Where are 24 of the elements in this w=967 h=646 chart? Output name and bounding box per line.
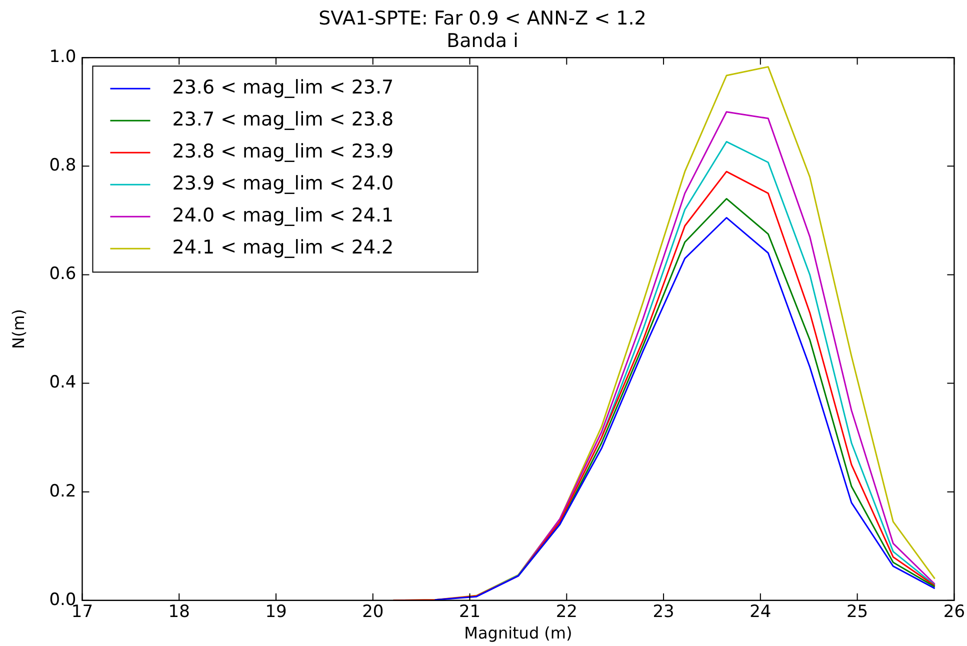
y-tick-label: 0.6 bbox=[49, 264, 76, 284]
x-tick-label: 26 bbox=[943, 602, 966, 622]
x-tick-label: 23 bbox=[652, 602, 674, 622]
y-tick-label: 1.0 bbox=[49, 47, 76, 68]
x-tick-label: 22 bbox=[556, 602, 578, 622]
legend-label: 23.8 < mag_lim < 23.9 bbox=[172, 140, 394, 163]
y-axis-title: N(m) bbox=[8, 308, 28, 350]
x-tick-label: 20 bbox=[362, 602, 384, 622]
y-tick-label: 0.8 bbox=[49, 156, 76, 176]
x-tick-label: 21 bbox=[458, 602, 481, 622]
legend-label: 23.7 < mag_lim < 23.8 bbox=[172, 108, 394, 131]
chart-subtitle: Banda i bbox=[446, 30, 518, 52]
x-tick-label: 19 bbox=[265, 602, 287, 622]
y-tick-label: 0.4 bbox=[49, 372, 76, 393]
x-tick-label: 18 bbox=[168, 602, 190, 622]
legend-label: 23.6 < mag_lim < 23.7 bbox=[172, 76, 394, 99]
chart-title: SVA1-SPTE: Far 0.9 < ANN-Z < 1.2 bbox=[318, 7, 646, 30]
x-axis-title: Magnitud (m) bbox=[464, 624, 572, 643]
x-tick-label: 25 bbox=[846, 602, 868, 622]
x-tick-label: 24 bbox=[750, 602, 772, 622]
legend-label: 24.1 < mag_lim < 24.2 bbox=[172, 236, 394, 259]
legend-label: 23.9 < mag_lim < 24.0 bbox=[172, 172, 394, 195]
y-tick-label: 0.2 bbox=[49, 481, 76, 502]
legend-label: 24.0 < mag_lim < 24.1 bbox=[172, 204, 394, 227]
